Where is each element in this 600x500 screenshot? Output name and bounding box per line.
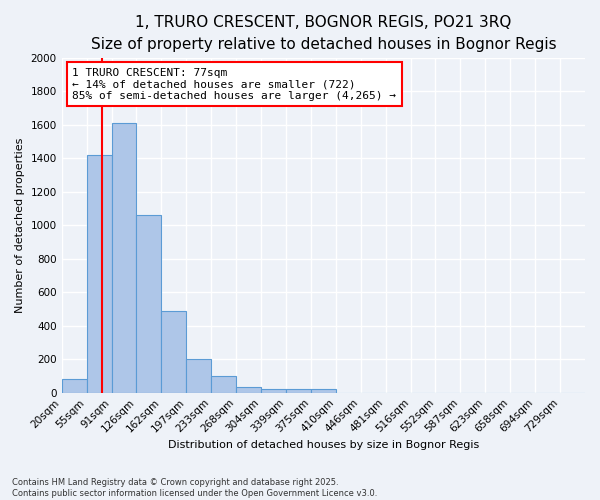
Y-axis label: Number of detached properties: Number of detached properties [15,138,25,313]
Bar [261,388,286,392]
Bar [286,390,311,392]
Bar [186,359,211,392]
X-axis label: Distribution of detached houses by size in Bognor Regis: Distribution of detached houses by size … [168,440,479,450]
Bar [211,376,236,392]
Bar [86,154,112,392]
Bar [311,390,336,392]
Title: 1, TRURO CRESCENT, BOGNOR REGIS, PO21 3RQ
Size of property relative to detached : 1, TRURO CRESCENT, BOGNOR REGIS, PO21 3R… [91,15,556,52]
Bar [236,387,261,392]
Bar [136,215,161,392]
Bar [62,380,86,392]
Bar [161,310,186,392]
Bar [112,123,136,392]
Text: Contains HM Land Registry data © Crown copyright and database right 2025.
Contai: Contains HM Land Registry data © Crown c… [12,478,377,498]
Text: 1 TRURO CRESCENT: 77sqm
← 14% of detached houses are smaller (722)
85% of semi-d: 1 TRURO CRESCENT: 77sqm ← 14% of detache… [72,68,396,101]
